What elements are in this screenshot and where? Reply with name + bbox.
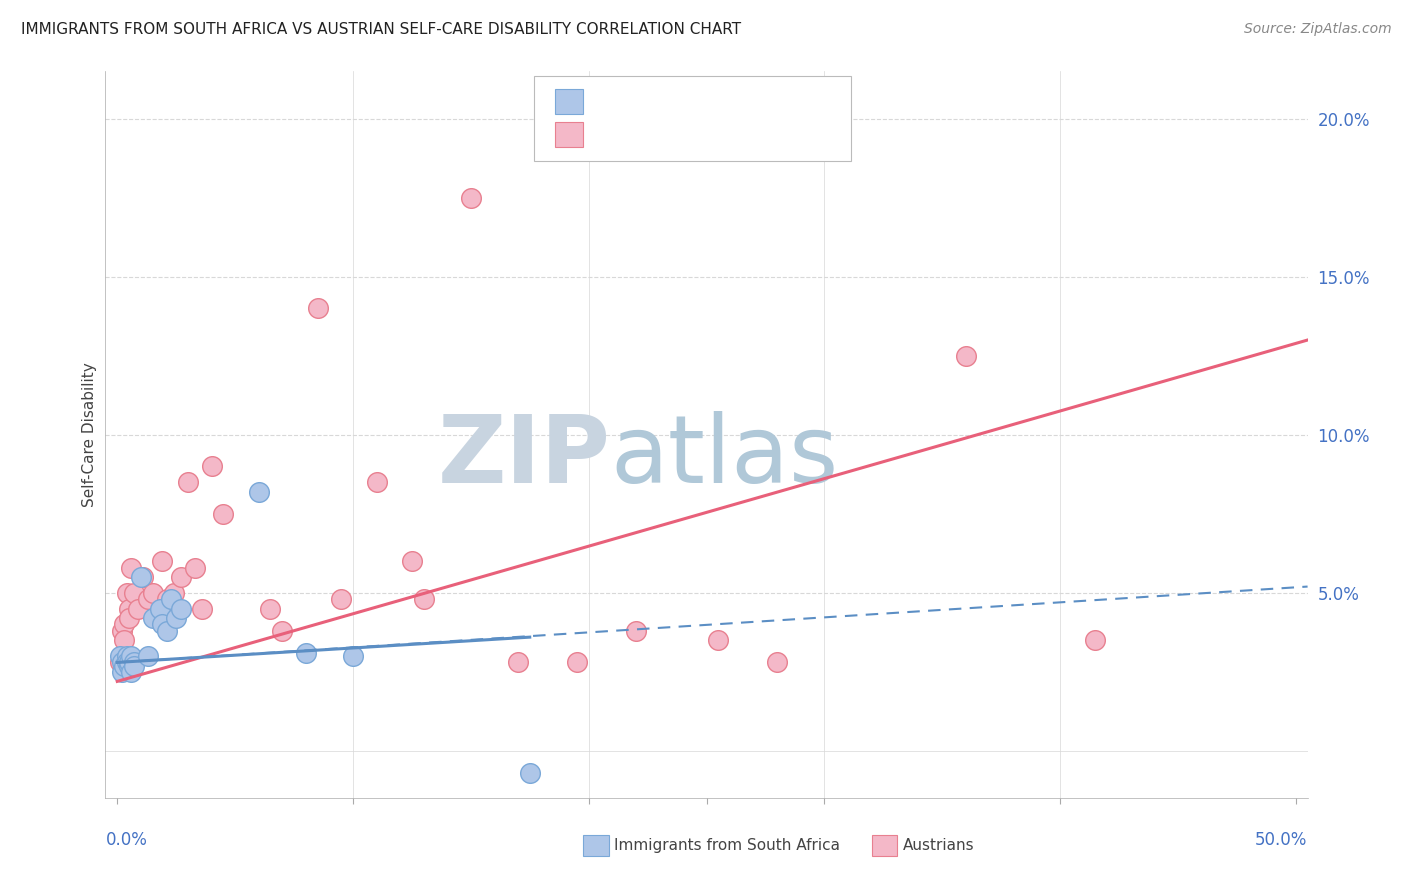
Point (112, 658, 135, 673)
Point (165, 611, 187, 625)
Point (111, 624, 134, 638)
Point (111, 649, 134, 664)
Y-axis label: Self-Care Disability: Self-Care Disability (82, 362, 97, 508)
Text: 0.0%: 0.0% (105, 831, 148, 849)
Text: 0.117: 0.117 (630, 95, 678, 109)
Point (115, 586, 138, 600)
Point (156, 592, 179, 607)
Text: 50.0%: 50.0% (1256, 831, 1308, 849)
Point (118, 658, 141, 673)
Point (177, 475, 200, 490)
Point (150, 554, 173, 568)
Point (115, 649, 138, 664)
Point (122, 586, 145, 600)
Point (115, 656, 138, 670)
Point (111, 665, 134, 679)
Text: R =: R = (595, 95, 628, 109)
Point (271, 624, 294, 638)
Point (955, 349, 977, 363)
Point (295, 646, 318, 660)
Point (118, 601, 141, 615)
Point (212, 507, 235, 521)
Point (766, 656, 789, 670)
Point (112, 617, 135, 632)
Point (460, 191, 482, 205)
Point (136, 592, 159, 607)
Point (307, 301, 329, 316)
Point (412, 592, 434, 607)
Point (132, 570, 155, 584)
Point (401, 554, 423, 568)
Text: 25: 25 (735, 95, 756, 109)
Text: Immigrants from South Africa: Immigrants from South Africa (614, 838, 841, 853)
Text: R =: R = (595, 128, 628, 142)
Point (127, 601, 149, 615)
Point (624, 624, 647, 638)
Point (184, 560, 207, 574)
Point (707, 633, 730, 648)
Point (259, 601, 281, 615)
Point (163, 586, 186, 600)
Point (342, 649, 364, 664)
Point (170, 601, 193, 615)
Point (565, 656, 588, 670)
Point (111, 656, 134, 670)
Point (146, 611, 169, 625)
Point (120, 560, 142, 574)
Point (136, 649, 159, 664)
Text: 0.486: 0.486 (630, 128, 678, 142)
Point (118, 611, 141, 625)
Text: 39: 39 (735, 128, 756, 142)
Point (118, 656, 141, 670)
Text: Austrians: Austrians (903, 838, 974, 853)
Point (108, 656, 131, 670)
Point (330, 592, 353, 607)
Point (142, 586, 165, 600)
Point (506, 656, 529, 670)
Point (366, 475, 388, 490)
Text: ZIP: ZIP (437, 410, 610, 503)
Point (247, 484, 270, 499)
Point (519, 766, 541, 780)
Point (120, 665, 142, 679)
Text: N =: N = (689, 95, 733, 109)
Point (200, 459, 222, 474)
Point (142, 611, 165, 625)
Text: Source: ZipAtlas.com: Source: ZipAtlas.com (1244, 22, 1392, 37)
Text: atlas: atlas (610, 410, 838, 503)
Point (112, 633, 135, 648)
Point (160, 592, 183, 607)
Point (149, 601, 172, 615)
Point (191, 601, 214, 615)
Point (120, 649, 142, 664)
Point (156, 624, 179, 638)
Point (150, 617, 173, 632)
Point (170, 570, 193, 584)
Point (108, 649, 131, 664)
Text: IMMIGRANTS FROM SOUTH AFRICA VS AUSTRIAN SELF-CARE DISABILITY CORRELATION CHART: IMMIGRANTS FROM SOUTH AFRICA VS AUSTRIAN… (21, 22, 741, 37)
Point (1084, 633, 1107, 648)
Point (122, 656, 145, 670)
Text: N =: N = (689, 128, 733, 142)
Point (129, 570, 152, 584)
Point (122, 658, 145, 673)
